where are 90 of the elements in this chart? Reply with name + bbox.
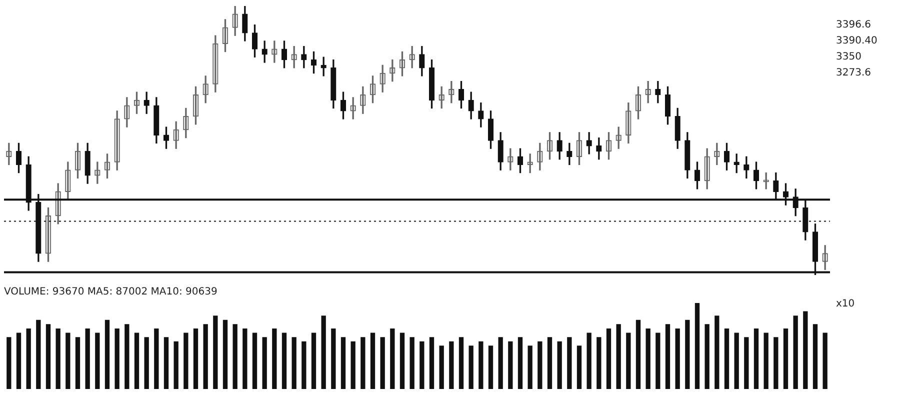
bar — [104, 320, 110, 389]
bar — [184, 332, 188, 389]
bar — [793, 316, 798, 389]
bar — [606, 328, 612, 389]
bar — [675, 328, 680, 389]
bar — [812, 324, 818, 389]
bar — [538, 341, 542, 389]
bar — [567, 337, 572, 389]
bar — [331, 328, 336, 389]
text: 3350 — [836, 52, 862, 63]
bar — [95, 332, 100, 389]
bar — [764, 332, 768, 389]
bar — [232, 324, 238, 389]
bar — [134, 332, 140, 389]
bar — [302, 341, 306, 389]
text: 3390.40 — [836, 36, 878, 47]
bar — [488, 346, 494, 389]
bar — [292, 337, 296, 389]
bar — [468, 346, 474, 389]
bar — [439, 346, 444, 389]
bar — [528, 346, 532, 389]
bar — [714, 316, 720, 389]
bar — [360, 337, 366, 389]
bar — [262, 337, 267, 389]
bar — [340, 337, 346, 389]
bar — [114, 328, 120, 389]
bar — [508, 341, 513, 389]
bar — [420, 341, 424, 389]
bar — [547, 337, 552, 389]
bar — [66, 332, 70, 389]
bar — [586, 332, 592, 389]
bar — [242, 328, 248, 389]
bar — [458, 337, 464, 389]
bar — [616, 324, 621, 389]
bar — [636, 320, 641, 389]
bar — [429, 337, 434, 389]
bar — [321, 316, 326, 389]
bar — [576, 346, 582, 389]
bar — [164, 337, 169, 389]
bar — [252, 332, 258, 389]
bar — [154, 328, 159, 389]
bar — [626, 332, 631, 389]
bar — [557, 341, 562, 389]
bar — [144, 337, 149, 389]
bar — [478, 341, 484, 389]
bar — [694, 303, 700, 389]
bar — [311, 332, 316, 389]
bar — [744, 337, 749, 389]
bar — [203, 324, 208, 389]
bar — [16, 332, 22, 389]
bar — [174, 341, 178, 389]
bar — [704, 324, 710, 389]
bar — [222, 320, 228, 389]
bar — [685, 320, 690, 389]
bar — [518, 337, 523, 389]
bar — [272, 328, 277, 389]
bar — [774, 337, 778, 389]
bar — [350, 341, 356, 389]
bar — [124, 324, 130, 389]
bar — [56, 328, 60, 389]
text: VOLUME: 93670 MA5: 87002 MA10: 90639 — [4, 286, 218, 298]
bar — [656, 332, 660, 389]
bar — [370, 332, 376, 389]
bar — [213, 316, 218, 389]
bar — [665, 324, 670, 389]
bar — [646, 328, 650, 389]
bar — [754, 328, 759, 389]
bar — [498, 337, 503, 389]
bar — [36, 320, 41, 389]
bar — [822, 332, 828, 389]
bar — [596, 337, 602, 389]
bar — [724, 328, 730, 389]
text: 3396.6 — [836, 20, 871, 31]
bar — [193, 328, 198, 389]
bar — [46, 324, 51, 389]
bar — [380, 337, 385, 389]
bar — [6, 337, 12, 389]
bar — [390, 328, 395, 389]
bar — [400, 332, 405, 389]
bar — [75, 337, 80, 389]
bar — [26, 328, 31, 389]
bar — [282, 332, 287, 389]
bar — [783, 328, 788, 389]
text: x10 — [836, 298, 855, 310]
bar — [734, 332, 739, 389]
bar — [449, 341, 454, 389]
bar — [85, 328, 90, 389]
text: 3273.6 — [836, 68, 871, 79]
bar — [803, 311, 808, 389]
bar — [410, 337, 414, 389]
